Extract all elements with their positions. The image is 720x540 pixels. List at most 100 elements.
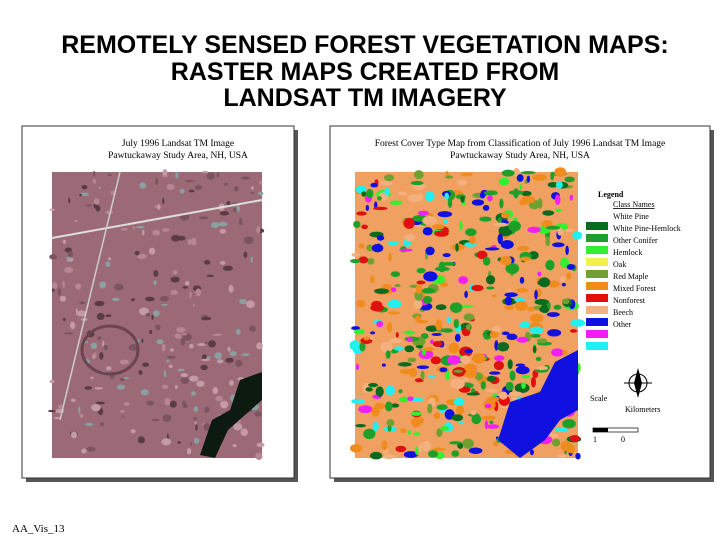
- texture: [186, 447, 192, 455]
- texture: [79, 413, 84, 418]
- texture: [197, 343, 206, 347]
- class-patch: [471, 414, 482, 425]
- class-patch: [500, 240, 514, 249]
- texture: [201, 358, 211, 362]
- texture: [152, 229, 161, 236]
- texture: [187, 238, 192, 246]
- texture: [172, 270, 178, 275]
- texture: [232, 443, 237, 448]
- class-patch: [497, 217, 502, 225]
- class-patch: [545, 259, 555, 271]
- class-patch: [441, 261, 456, 266]
- class-patch: [371, 243, 384, 253]
- texture: [68, 197, 71, 204]
- class-patch: [359, 342, 366, 352]
- class-patch: [379, 181, 393, 186]
- class-patch: [460, 355, 471, 364]
- class-patch: [521, 375, 531, 379]
- class-patch: [385, 401, 393, 412]
- texture: [206, 274, 215, 278]
- class-patch: [385, 385, 395, 396]
- class-patch: [395, 445, 407, 453]
- class-patch: [400, 427, 407, 434]
- texture: [177, 441, 181, 444]
- class-patch: [399, 368, 414, 375]
- class-patch: [413, 170, 424, 180]
- class-patch: [416, 365, 430, 370]
- class-patch: [369, 336, 374, 340]
- class-patch: [403, 330, 416, 335]
- class-patch: [494, 355, 505, 362]
- class-patch: [398, 396, 410, 403]
- class-patch: [557, 227, 564, 236]
- class-patch: [554, 167, 567, 177]
- class-patch: [509, 370, 516, 381]
- texture: [201, 316, 212, 321]
- class-patch: [376, 320, 384, 328]
- legend: White Pine White Pine-Hemlock Other Conife…: [613, 212, 681, 329]
- class-patch: [466, 392, 481, 396]
- texture: [202, 170, 209, 174]
- class-patch: [464, 290, 468, 299]
- texture: [100, 422, 104, 427]
- texture: [84, 386, 93, 390]
- class-patch: [498, 177, 510, 186]
- texture: [137, 436, 146, 444]
- class-patch: [530, 333, 541, 338]
- texture: [69, 321, 76, 330]
- texture: [188, 375, 199, 382]
- class-patch: [358, 256, 369, 264]
- class-patch: [365, 204, 370, 212]
- class-patch: [572, 231, 583, 240]
- class-patch: [424, 191, 435, 202]
- class-patch: [504, 304, 515, 311]
- texture: [250, 256, 253, 263]
- texture: [149, 247, 156, 255]
- texture: [161, 228, 170, 232]
- texture: [49, 254, 58, 260]
- class-patch: [440, 425, 449, 431]
- class-patch: [556, 454, 567, 458]
- texture: [204, 341, 208, 345]
- class-patch: [398, 389, 403, 394]
- texture: [90, 342, 98, 350]
- texture: [123, 376, 130, 380]
- class-patch: [440, 282, 449, 288]
- legend-item: Nonforest: [613, 296, 646, 305]
- texture: [234, 186, 239, 192]
- class-patch: [445, 370, 450, 381]
- texture: [51, 282, 58, 289]
- class-patch: [432, 224, 445, 230]
- class-patch: [384, 187, 390, 196]
- class-patch: [464, 363, 478, 373]
- class-patch: [530, 376, 536, 388]
- texture: [140, 389, 149, 396]
- texture: [219, 261, 226, 265]
- class-patch: [415, 283, 423, 295]
- texture: [228, 284, 234, 293]
- class-patch: [413, 299, 423, 310]
- class-patch: [538, 277, 551, 288]
- texture: [93, 170, 96, 177]
- texture: [259, 180, 263, 185]
- class-patch: [430, 356, 442, 365]
- class-patch: [515, 363, 526, 367]
- class-patch: [370, 275, 375, 284]
- class-patch: [501, 169, 515, 177]
- class-patch: [447, 197, 453, 209]
- class-patch: [519, 199, 527, 206]
- class-patch: [526, 175, 531, 183]
- texture: [139, 182, 147, 189]
- texture: [215, 395, 223, 402]
- class-patch: [363, 428, 376, 440]
- class-patch: [554, 427, 570, 432]
- texture: [134, 250, 140, 256]
- class-patch: [569, 434, 580, 442]
- texture: [141, 338, 144, 343]
- water: [498, 350, 578, 458]
- class-patch: [497, 233, 503, 245]
- class-patch: [463, 313, 475, 321]
- class-patch: [411, 417, 422, 428]
- class-patch: [485, 388, 498, 393]
